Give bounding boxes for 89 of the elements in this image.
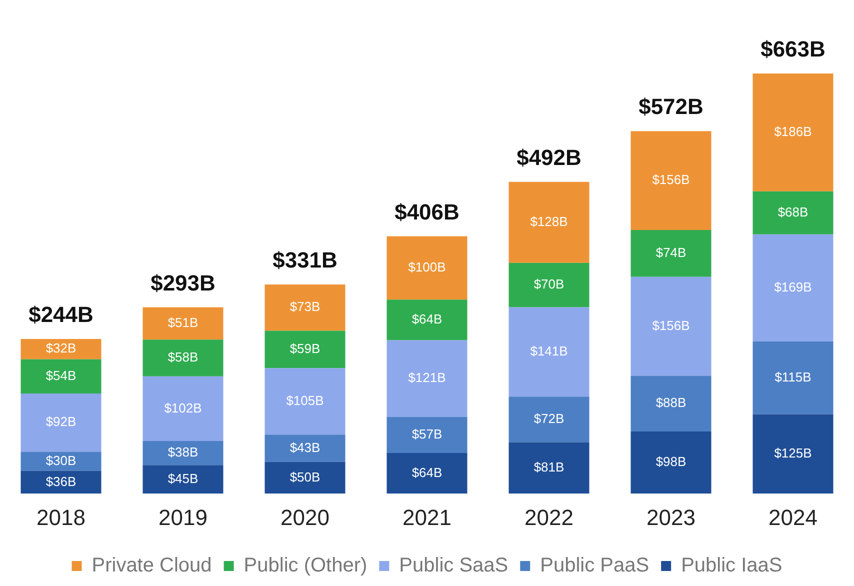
data-label: $32B	[46, 340, 76, 356]
bar	[386, 340, 468, 417]
bar	[264, 330, 346, 368]
x-tick-label: 2022	[524, 504, 574, 530]
legend-label: Public PaaS	[540, 554, 650, 577]
bar	[630, 131, 712, 230]
data-label: $141B	[530, 344, 568, 359]
total-label: $572B	[638, 94, 704, 120]
bar	[264, 284, 346, 331]
bar	[752, 191, 834, 234]
bar	[386, 236, 468, 300]
bar	[630, 431, 712, 494]
bar	[264, 434, 346, 462]
bar	[630, 276, 712, 376]
bar	[752, 73, 834, 192]
data-label: $88B	[656, 395, 686, 410]
data-label: $115B	[774, 370, 812, 385]
data-label: $36B	[46, 474, 76, 489]
data-label: $51B	[168, 315, 198, 330]
data-label: $30B	[46, 452, 76, 468]
bar	[386, 300, 468, 340]
bar	[508, 442, 590, 494]
x-tick-label: 2018	[36, 504, 86, 530]
data-label: $72B	[534, 411, 564, 426]
total-label: $293B	[150, 270, 216, 296]
bar	[508, 262, 590, 308]
data-label: $128B	[530, 214, 568, 229]
data-label: $73B	[290, 299, 320, 314]
data-label: $50B	[290, 469, 320, 484]
data-label: $100B	[408, 260, 446, 275]
bar	[508, 182, 590, 263]
bar	[264, 462, 346, 494]
total-label: $244B	[28, 302, 94, 328]
data-label: $64B	[412, 312, 442, 327]
data-label: $74B	[656, 245, 686, 260]
total-label: $663B	[760, 36, 826, 62]
data-label: $186B	[774, 124, 812, 139]
bar	[142, 376, 224, 441]
x-tick-label: 2023	[646, 504, 696, 530]
legend-label: Private Cloud	[92, 554, 212, 577]
data-label: $59B	[290, 341, 320, 356]
data-label: $57B	[412, 426, 442, 442]
data-label: $70B	[534, 276, 564, 292]
bar	[752, 342, 834, 414]
data-label: $58B	[168, 350, 198, 365]
bar	[264, 368, 346, 435]
data-label: $54B	[46, 368, 76, 383]
data-label: $81B	[534, 460, 564, 475]
x-tick-label: 2021	[402, 504, 452, 530]
data-label: $98B	[656, 454, 686, 470]
data-label: $64B	[412, 464, 442, 480]
bar	[386, 453, 468, 494]
legend-label: Public IaaS	[681, 554, 782, 577]
x-tick-label: 2019	[158, 504, 208, 530]
data-label: $169B	[774, 280, 812, 295]
total-label: $492B	[516, 144, 582, 170]
bar	[386, 416, 468, 454]
bar	[508, 307, 590, 397]
bar	[142, 465, 224, 494]
bar	[752, 414, 834, 494]
data-label: $121B	[408, 370, 446, 386]
data-label: $102B	[164, 400, 202, 416]
legend-label: Public SaaS	[399, 554, 508, 577]
bar	[752, 234, 834, 342]
data-label: $38B	[168, 444, 198, 460]
total-label: $406B	[394, 199, 460, 224]
total-label: $331B	[272, 248, 338, 273]
bar	[20, 338, 102, 360]
data-label: $68B	[778, 204, 808, 220]
bar	[20, 470, 102, 494]
data-label: $43B	[290, 440, 320, 455]
bar	[20, 452, 102, 471]
bar	[20, 359, 102, 394]
x-tick-label: 2020	[280, 504, 330, 530]
bar	[20, 393, 102, 452]
data-label: $92B	[46, 414, 76, 430]
data-label: $156B	[652, 318, 690, 333]
data-label: $125B	[774, 446, 812, 461]
bar	[142, 441, 224, 466]
bar	[142, 307, 224, 340]
bar	[508, 396, 590, 442]
data-label: $156B	[652, 172, 690, 188]
data-label: $45B	[168, 470, 198, 486]
x-tick-label: 2024	[768, 504, 818, 530]
bar	[630, 376, 712, 432]
legend-label: Public (Other)	[244, 554, 368, 577]
data-label: $105B	[286, 392, 324, 408]
bar	[142, 340, 224, 376]
bar	[630, 230, 712, 277]
